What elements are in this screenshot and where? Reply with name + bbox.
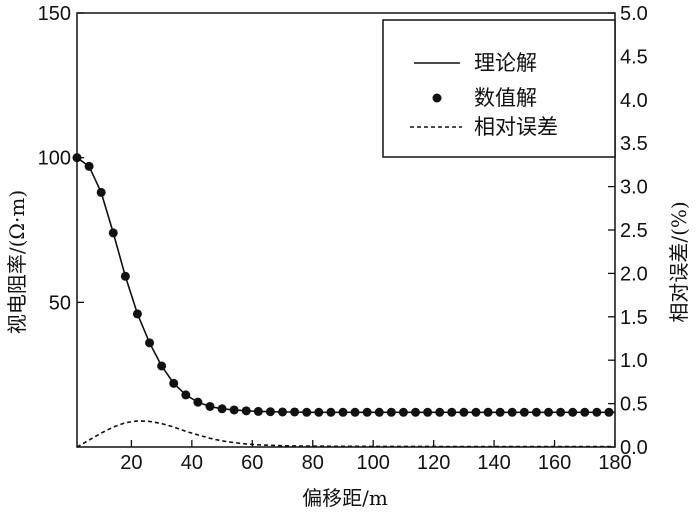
y2-axis-title: 相对误差/(%) bbox=[667, 201, 691, 322]
data-point-numeric bbox=[338, 407, 348, 417]
data-point-numeric bbox=[193, 397, 203, 407]
data-point-numeric bbox=[350, 407, 360, 417]
data-point-numeric bbox=[544, 407, 554, 417]
legend-label-error: 相对误差 bbox=[474, 115, 558, 139]
data-point-numeric bbox=[447, 407, 457, 417]
x-tick-label: 140 bbox=[477, 452, 510, 474]
legend: 理论解 数值解 相对误差 bbox=[382, 19, 616, 158]
data-point-numeric bbox=[386, 407, 396, 417]
data-point-numeric bbox=[241, 406, 251, 416]
data-point-numeric bbox=[265, 407, 275, 417]
x-tick-label: 60 bbox=[241, 452, 263, 474]
data-point-numeric bbox=[120, 271, 130, 281]
data-point-numeric bbox=[253, 406, 263, 416]
y2-tick-label: 1.5 bbox=[620, 307, 648, 329]
y2-tick-label: 2.5 bbox=[620, 220, 648, 242]
x-tick-label: 80 bbox=[302, 452, 324, 474]
x-tick-label: 100 bbox=[357, 452, 390, 474]
y-axis-title: 视电阻率/(Ω·m) bbox=[5, 190, 29, 334]
series-line-theory bbox=[76, 157, 615, 414]
y-tick-label: 150 bbox=[38, 3, 71, 25]
data-point-numeric bbox=[362, 407, 372, 417]
data-point-numeric bbox=[592, 407, 602, 417]
data-point-numeric bbox=[169, 378, 179, 388]
data-point-numeric bbox=[471, 407, 481, 417]
y2-tick-label: 0.5 bbox=[620, 394, 648, 416]
legend-marker-dot bbox=[432, 93, 442, 103]
data-point-numeric bbox=[145, 338, 155, 348]
x-tick-label: 20 bbox=[120, 452, 142, 474]
data-point-numeric bbox=[580, 407, 590, 417]
data-point-numeric bbox=[217, 404, 227, 414]
y2-tick-label: 0.0 bbox=[620, 437, 648, 459]
data-point-numeric bbox=[556, 407, 566, 417]
legend-label-theory: 理论解 bbox=[474, 51, 537, 75]
y2-tick-label: 5.0 bbox=[620, 3, 648, 25]
data-point-numeric bbox=[157, 361, 167, 371]
data-point-numeric bbox=[483, 407, 493, 417]
data-point-numeric bbox=[519, 407, 529, 417]
data-point-numeric bbox=[314, 407, 324, 417]
data-point-numeric bbox=[205, 401, 215, 411]
y2-tick-label: 2.0 bbox=[620, 263, 648, 285]
data-point-numeric bbox=[495, 407, 505, 417]
series-layer bbox=[72, 153, 615, 448]
data-point-numeric bbox=[568, 407, 578, 417]
data-point-numeric bbox=[229, 405, 239, 415]
x-tick-label: 180 bbox=[598, 452, 631, 474]
data-point-numeric bbox=[459, 407, 469, 417]
data-point-numeric bbox=[604, 407, 614, 417]
data-point-numeric bbox=[278, 407, 288, 417]
data-point-numeric bbox=[507, 407, 517, 417]
data-point-numeric bbox=[423, 407, 433, 417]
y2-tick-label: 4.5 bbox=[620, 46, 648, 68]
data-point-numeric bbox=[108, 228, 118, 238]
y-tick-label: 50 bbox=[49, 292, 71, 314]
series-line-error bbox=[76, 420, 615, 448]
data-point-numeric bbox=[411, 407, 421, 417]
y2-tick-label: 3.5 bbox=[620, 133, 648, 155]
data-point-numeric bbox=[96, 187, 106, 197]
data-point-numeric bbox=[531, 407, 541, 417]
data-point-numeric bbox=[398, 407, 408, 417]
data-point-numeric bbox=[181, 390, 191, 400]
legend-label-numeric: 数值解 bbox=[474, 86, 537, 110]
y2-tick-label: 4.0 bbox=[620, 90, 648, 112]
x-tick-label: 120 bbox=[417, 452, 450, 474]
data-point-numeric bbox=[435, 407, 445, 417]
x-tick-label: 40 bbox=[181, 452, 203, 474]
ticks-layer: 20 40 60 80 100 120 140 160 180 50 100 150 0.0 0.5 1.0… bbox=[38, 3, 648, 474]
y2-tick-label: 1.0 bbox=[620, 350, 648, 372]
y-tick-label: 100 bbox=[38, 148, 71, 170]
legend-box bbox=[382, 19, 616, 158]
x-axis-title: 偏移距/m bbox=[302, 486, 388, 510]
data-point-numeric bbox=[84, 161, 94, 171]
data-point-numeric bbox=[374, 407, 384, 417]
data-point-numeric bbox=[290, 407, 300, 417]
data-point-numeric bbox=[132, 309, 142, 319]
data-point-numeric bbox=[302, 407, 312, 417]
y2-tick-label: 3.0 bbox=[620, 177, 648, 199]
x-tick-label: 160 bbox=[538, 452, 571, 474]
data-point-numeric bbox=[326, 407, 336, 417]
